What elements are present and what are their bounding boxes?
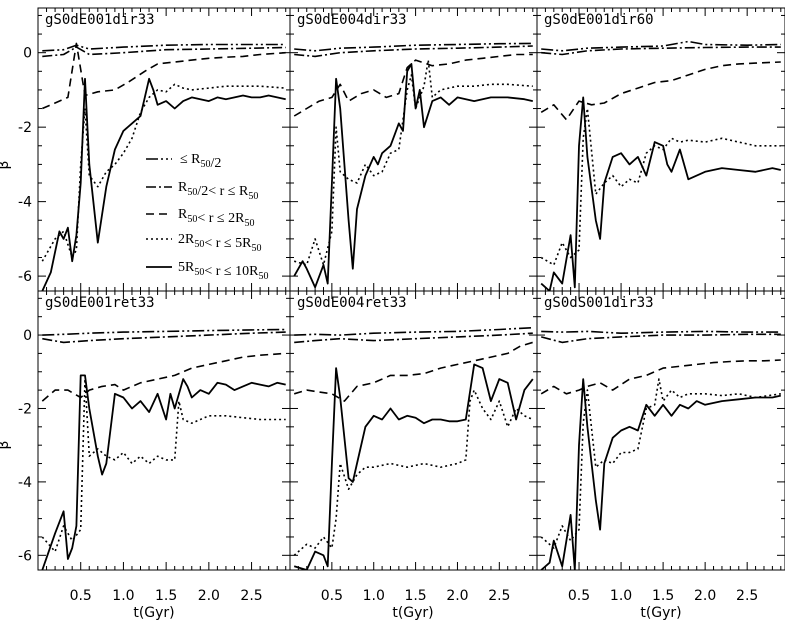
x-tick-label: 2.5 bbox=[736, 588, 758, 604]
series-line-4 bbox=[293, 59, 533, 266]
series-group bbox=[540, 40, 781, 291]
panel-title: gS0dE001dir33 bbox=[45, 12, 155, 28]
x-tick-label: 1.5 bbox=[155, 588, 177, 604]
panel-title: gS0dS001dir33 bbox=[544, 295, 654, 311]
series-line-5 bbox=[293, 63, 533, 289]
y-tick-label: 0 bbox=[23, 46, 32, 62]
y-tick-label: -2 bbox=[18, 120, 32, 136]
x-tick-label: 0.5 bbox=[321, 588, 343, 604]
y-tick-label: -2 bbox=[18, 401, 32, 417]
series-line-3 bbox=[293, 341, 534, 402]
series-line-4 bbox=[41, 83, 286, 262]
x-tick-label: 0.5 bbox=[70, 588, 92, 604]
series-group bbox=[293, 326, 534, 570]
series-line-5 bbox=[293, 363, 534, 570]
y-axis-title-bottom: β bbox=[0, 441, 12, 450]
panel-frame bbox=[536, 290, 785, 571]
y-axis-title-top: β bbox=[0, 161, 12, 170]
x-tick-label: 1.5 bbox=[652, 588, 674, 604]
panel-frame bbox=[536, 7, 785, 292]
x-tick-label: 1.5 bbox=[404, 588, 426, 604]
panel-title: gS0dE004ret33 bbox=[297, 295, 407, 311]
y-tick-label: -4 bbox=[18, 195, 32, 211]
series-group bbox=[540, 330, 781, 570]
y-tick-label: -6 bbox=[18, 269, 32, 285]
series-line-5 bbox=[41, 77, 286, 291]
series-line-1 bbox=[541, 40, 781, 52]
series-line-3 bbox=[41, 352, 286, 402]
y-tick-label: 0 bbox=[23, 328, 32, 344]
x-tick-label: 1.0 bbox=[112, 588, 134, 604]
panel-3: gS0dE001dir60 bbox=[536, 7, 785, 292]
panel-frame bbox=[289, 290, 538, 571]
legend-label-4: 2R50< r ≤ 5R50 bbox=[178, 232, 261, 254]
panel-6: 0.5 1.0 1.5 2.0 2.5 gS0dS001dir33 bbox=[536, 290, 785, 604]
x-tick-label: 0.5 bbox=[568, 588, 590, 604]
series-line-1 bbox=[294, 326, 533, 336]
series-line-5 bbox=[540, 96, 781, 291]
series-line-5 bbox=[41, 374, 286, 570]
series-line-2 bbox=[540, 333, 781, 344]
x-tick-label: 1.0 bbox=[363, 588, 385, 604]
series-line-5 bbox=[540, 378, 781, 570]
series-line-2 bbox=[42, 46, 286, 58]
series-line-3 bbox=[540, 359, 781, 395]
series-group bbox=[41, 42, 286, 291]
panel-title: gS0dE001ret33 bbox=[45, 295, 155, 311]
x-axis-title-middle: t(Gyr) bbox=[392, 605, 433, 621]
series-line-1 bbox=[42, 328, 286, 336]
series-group bbox=[41, 328, 286, 570]
series-line-3 bbox=[540, 61, 781, 121]
panel-title: gS0dE004dir33 bbox=[297, 12, 407, 28]
series-line-2 bbox=[42, 331, 286, 344]
x-tick-label: 2.0 bbox=[694, 588, 716, 604]
legend-label-3: R50< r ≤ 2R50 bbox=[178, 207, 254, 229]
x-tick-label: 2.5 bbox=[240, 588, 262, 604]
series-line-1 bbox=[42, 43, 286, 52]
y-tick-label: -4 bbox=[18, 475, 32, 491]
panel-2: gS0dE004dir33 bbox=[289, 7, 538, 292]
panel-title: gS0dE001dir60 bbox=[544, 12, 654, 28]
legend-label-1: ≤ R50/2 bbox=[180, 152, 221, 171]
panel-frame bbox=[289, 7, 538, 292]
panel-5: 0.5 1.0 1.5 2.0 2.5 gS0dE004ret33 bbox=[289, 290, 538, 604]
series-group bbox=[293, 42, 533, 289]
panel-4: -6 -4 -2 0 0.5 1.0 1.5 2.0 2.5 gS0dE001ret33 bbox=[18, 290, 291, 604]
x-tick-label: 1.0 bbox=[610, 588, 632, 604]
series-line-3 bbox=[41, 42, 286, 110]
series-line-3 bbox=[293, 53, 533, 117]
series-line-2 bbox=[294, 332, 533, 344]
series-line-4 bbox=[540, 378, 781, 549]
series-line-2 bbox=[541, 46, 781, 56]
x-tick-label: 2.0 bbox=[198, 588, 220, 604]
series-line-2 bbox=[294, 45, 533, 58]
legend-label-5: 5R50< r ≤ 10R50 bbox=[178, 260, 268, 282]
series-line-1 bbox=[541, 330, 781, 334]
legend-label-2: R50/2< r ≤ R50 bbox=[178, 180, 258, 202]
x-axis-title-right: t(Gyr) bbox=[640, 605, 681, 621]
series-line-1 bbox=[294, 42, 533, 52]
x-axis-title-left: t(Gyr) bbox=[133, 605, 174, 621]
panel-1: -6 -4 -2 0 gS0dE001dir33 bbox=[18, 7, 291, 292]
x-tick-label: 2.5 bbox=[488, 588, 510, 604]
legend: ≤ R50/2 R50/2< r ≤ R50 R50< r ≤ 2R50 2R50< … bbox=[146, 152, 268, 282]
x-tick-label: 2.0 bbox=[446, 588, 468, 604]
y-tick-label: -6 bbox=[18, 548, 32, 564]
